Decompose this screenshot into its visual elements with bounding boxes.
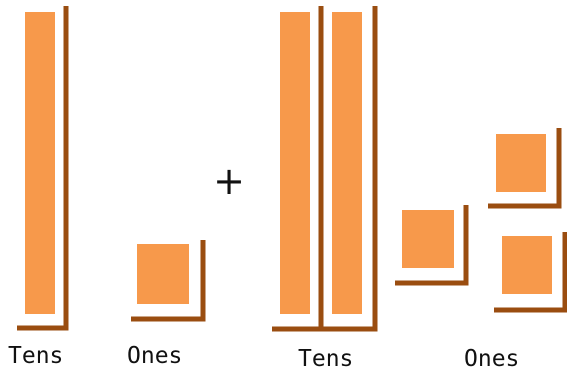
right-tens-frame xyxy=(272,6,378,332)
right-one-unit-1 xyxy=(402,210,454,268)
right-one-frame-1 xyxy=(395,205,469,286)
right-tens-label: Tens xyxy=(298,346,354,372)
right-one-frame-3 xyxy=(494,232,567,313)
plus-operator: + xyxy=(213,159,245,203)
right-ten-rod-1 xyxy=(280,12,310,314)
left-ones-frame xyxy=(131,240,206,322)
right-ones-group xyxy=(395,128,567,313)
right-ones-label: Ones xyxy=(464,346,520,372)
right-ten-rod-2 xyxy=(332,12,362,314)
left-ones-label: Ones xyxy=(127,343,183,369)
right-one-frame-2 xyxy=(488,128,562,209)
right-one-unit-3 xyxy=(502,236,552,294)
left-ten-rod-1 xyxy=(25,12,55,314)
right-one-unit-2 xyxy=(496,134,546,192)
left-tens-label: Tens xyxy=(8,343,64,369)
left-tens-frame xyxy=(17,6,69,331)
left-tens-group xyxy=(17,6,69,331)
left-one-unit-1 xyxy=(137,244,189,304)
left-ones-group xyxy=(131,240,206,322)
right-tens-group xyxy=(272,6,378,332)
